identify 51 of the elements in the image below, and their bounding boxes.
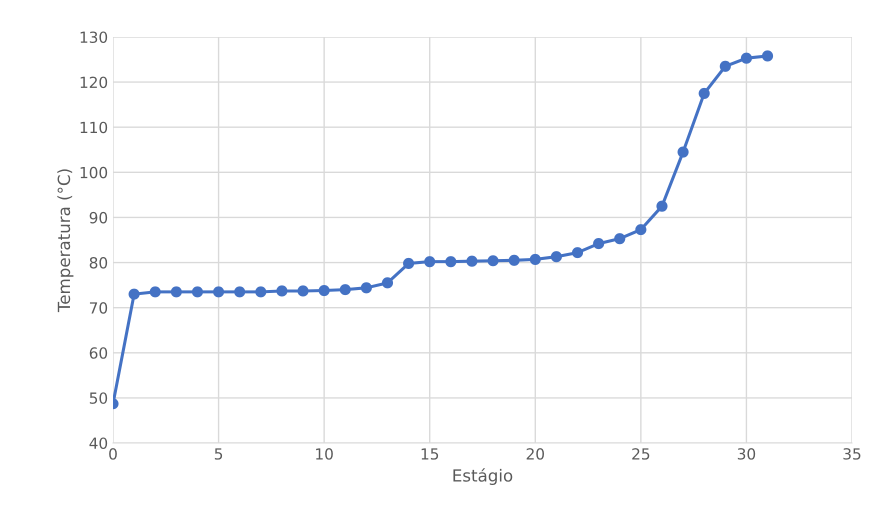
point (213, 286, 224, 298)
x-tick-label: 20 (526, 448, 544, 460)
point (762, 50, 774, 62)
point (720, 60, 731, 72)
point (445, 256, 456, 268)
point (635, 224, 646, 236)
x-tick-label: 10 (316, 448, 333, 460)
y-tick-label: 80 (90, 257, 108, 269)
y-tick-label: 70 (90, 302, 108, 314)
point (488, 255, 499, 266)
point (678, 146, 689, 158)
y-axis-title: Temperatura (°C) (57, 169, 74, 312)
point (424, 256, 436, 268)
point (360, 282, 372, 294)
x-tick-label: 25 (632, 448, 650, 460)
point (740, 52, 752, 64)
point (698, 88, 710, 99)
y-tick-label: 120 (80, 76, 108, 88)
y-tick-label: 60 (90, 347, 108, 359)
point (255, 286, 266, 298)
point (170, 286, 182, 298)
x-tick-label: 30 (738, 448, 756, 460)
point (276, 285, 288, 297)
y-tick-label: 50 (90, 392, 108, 404)
x-axis-title: Estágio (453, 468, 512, 485)
y-tick-label: 130 (80, 31, 108, 44)
y-tick-label: 40 (89, 437, 108, 450)
point (192, 286, 204, 298)
x-tick-label: 0 (109, 448, 117, 460)
point (572, 247, 584, 258)
point (466, 256, 478, 267)
y-tick-label: 90 (90, 212, 108, 224)
y-tick-label: 110 (80, 122, 108, 134)
point (340, 284, 351, 296)
point (318, 284, 330, 296)
point (550, 251, 562, 262)
x-tick-label: 35 (843, 448, 860, 460)
x-tick-label: 5 (214, 448, 222, 460)
point (508, 254, 520, 266)
point (530, 254, 541, 265)
x-tick-label: 15 (422, 448, 438, 460)
point (128, 288, 140, 300)
point (150, 286, 161, 298)
point (234, 286, 246, 298)
point (382, 277, 394, 288)
point (656, 200, 668, 212)
point (297, 285, 309, 297)
point (614, 233, 626, 244)
point (403, 258, 414, 270)
y-tick-label: 100 (80, 166, 108, 178)
point (593, 238, 604, 250)
